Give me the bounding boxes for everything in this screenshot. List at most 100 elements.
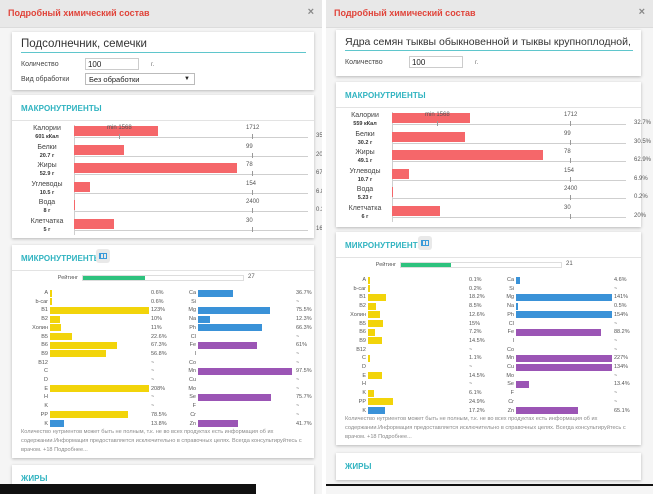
macronutrients-card: МАКРОНУТРИЕНТЫ Калории 559 кКал 1712 min 15… — [336, 82, 651, 227]
mineral-row: Cl ~ — [172, 333, 322, 342]
mineral-row: Se 13.4% — [490, 380, 653, 389]
min-label: min 1568 — [107, 125, 132, 131]
mineral-percent: 4.6% — [614, 277, 627, 283]
mineral-percent: ~ — [614, 320, 618, 327]
micronutrients-title: МИКРОНУТРИЕНТЫ — [21, 254, 102, 263]
mineral-percent: 134% — [614, 364, 629, 370]
vitamin-row: B2 8.5% — [342, 302, 511, 311]
vitamin-bar — [50, 420, 64, 427]
vitamin-bar — [368, 389, 375, 397]
vitamin-name: Холин — [350, 311, 366, 318]
vitamin-row: Холин 11% — [24, 324, 193, 333]
close-icon[interactable]: × — [307, 6, 314, 18]
mineral-row: Cu ~ — [172, 376, 322, 385]
macro-axis-line — [74, 125, 75, 235]
vitamin-name: B12 — [38, 359, 48, 366]
rating-label: Рейтинг — [57, 275, 78, 281]
mineral-percent: 61% — [296, 342, 308, 349]
vitamin-percent: 13.8% — [151, 420, 167, 427]
vitamin-percent: 24.9% — [469, 398, 485, 405]
macro-bar — [74, 200, 75, 210]
mineral-percent: 13.4% — [614, 381, 630, 388]
vitamin-row: B6 7.2% — [342, 328, 511, 337]
mineral-row: Mn 97.5% — [172, 367, 322, 376]
processing-value: Без обработки — [88, 75, 140, 84]
mineral-row: Co ~ — [172, 359, 322, 368]
mineral-name: Cr — [508, 398, 514, 405]
quantity-label: Количество — [345, 58, 383, 66]
table-icon[interactable] — [418, 236, 432, 250]
mineral-bar — [516, 380, 529, 388]
mineral-row: F ~ — [172, 402, 322, 411]
fats-title: ЖИРЫ — [345, 462, 372, 471]
mineral-row: Fe 88.2% — [490, 328, 653, 337]
vitamin-name: B9 — [41, 350, 48, 357]
mineral-row: Na 12.3% — [172, 315, 322, 324]
macro-label: Клетчатка — [30, 217, 64, 225]
vitamin-name: B5 — [41, 333, 48, 340]
micronutrients-header: МИКРОНУТРИЕНТЫ — [12, 245, 314, 271]
mineral-percent: ~ — [614, 372, 618, 379]
vitamin-percent: 11% — [151, 324, 162, 331]
vitamin-percent: ~ — [151, 359, 155, 366]
mineral-name: Mo — [506, 372, 514, 379]
fats-header[interactable]: ЖИРЫ — [336, 453, 641, 479]
vitamin-percent: 208% — [151, 385, 166, 392]
mineral-name: Mg — [188, 307, 196, 314]
mineral-row: Si ~ — [172, 298, 322, 307]
vitamin-bar — [50, 385, 149, 393]
macro-label: Калории — [33, 125, 61, 132]
macro-axis — [74, 211, 308, 212]
quantity-unit: г. — [150, 60, 155, 68]
mineral-name: Cu — [506, 364, 514, 370]
vitamin-name: H — [362, 381, 366, 388]
macro-name: Белки 20.7 г — [24, 144, 70, 160]
mineral-name: Se — [507, 381, 514, 388]
vitamin-row: B1 18.2% — [342, 293, 511, 302]
vitamin-name: b-car — [35, 298, 48, 305]
macro-amount: 5.23 г — [357, 195, 373, 201]
processing-select[interactable]: Без обработки ▼ — [84, 73, 195, 85]
processing-row: Вид обработки Без обработки ▼ — [21, 73, 195, 85]
norm-label: 1712 — [246, 125, 260, 131]
mineral-row: I ~ — [490, 337, 653, 346]
quantity-input[interactable]: 100 — [84, 58, 139, 70]
macro-label: Углеводы — [31, 180, 63, 188]
mineral-row: Cu 134% — [490, 363, 653, 372]
macro-label: Калории — [351, 112, 379, 119]
macro-axis — [74, 155, 308, 157]
rating-track — [400, 262, 562, 268]
macro-percent: 62.9% — [634, 157, 652, 163]
macro-row: Углеводы 10.7 г 154 6.9% — [342, 168, 647, 186]
mineral-percent: ~ — [296, 298, 300, 305]
micro-chart: Рейтинг 27 A 0.6% b-car 0.6% B1 123% B2 10% Холин 1… — [12, 274, 314, 427]
table-icon[interactable] — [96, 249, 110, 263]
vitamin-percent: ~ — [469, 346, 473, 353]
mineral-bar — [198, 367, 292, 375]
macro-axis — [74, 229, 308, 231]
micronutrients-card: МИКРОНУТРИЕНТЫ Рейтинг 27 A 0.6% b-car 0.6% B1… — [12, 245, 314, 458]
macro-row: Вода 5.23 г 2400 0.2% — [342, 186, 648, 204]
mineral-name: Ph — [189, 324, 196, 331]
close-icon[interactable]: × — [638, 6, 645, 18]
mineral-row: Cl ~ — [490, 320, 653, 329]
macro-amount: 559 кКал — [353, 121, 377, 127]
macronutrients-header: МАКРОНУТРИЕНТЫ — [336, 82, 641, 108]
macro-amount: 20.7 г — [39, 152, 55, 159]
macro-axis — [392, 124, 626, 125]
chevron-down-icon: ▼ — [184, 76, 190, 82]
macro-row: Жиры 49.1 г 78 62.9% — [342, 149, 651, 167]
mineral-percent: 75.7% — [296, 394, 312, 401]
macronutrients-card: МАКРОНУТРИЕНТЫ Калории 601 кКал 1712 min 15… — [12, 95, 322, 238]
left-dialog: Подробный химический состав × Подсолнечн… — [0, 0, 322, 494]
quantity-input[interactable]: 100 — [408, 56, 463, 68]
vitamin-percent: 56.8% — [151, 350, 167, 357]
mineral-percent: ~ — [614, 390, 618, 397]
fats-header[interactable]: ЖИРЫ — [12, 465, 314, 491]
mineral-name: Si — [509, 285, 514, 292]
vitamin-name: A — [44, 290, 48, 296]
norm-label: 2400 — [246, 199, 260, 205]
rating-fill — [401, 263, 451, 267]
disclaimer-note: Количество нутриентов может быть не полн… — [21, 429, 302, 453]
